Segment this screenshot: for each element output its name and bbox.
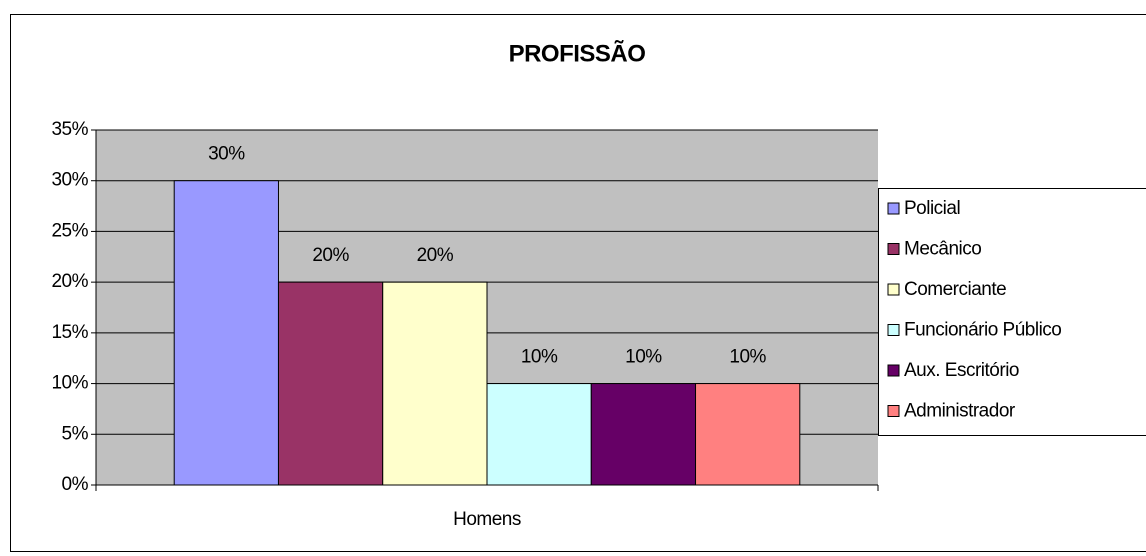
- bar: [173, 180, 279, 486]
- y-tick-label: 10%: [51, 373, 88, 394]
- data-label: 10%: [625, 347, 662, 368]
- y-tick-label: 35%: [51, 119, 88, 140]
- y-tick-label: 25%: [51, 220, 88, 241]
- data-label: 20%: [417, 245, 454, 266]
- legend-swatch: [887, 243, 900, 255]
- y-tick-label: 5%: [62, 423, 89, 444]
- y-tick-label: 30%: [51, 170, 88, 191]
- legend-label: Policial: [904, 198, 960, 219]
- legend-swatch: [887, 324, 900, 336]
- legend-swatch: [887, 364, 900, 377]
- legend-box: [878, 188, 1146, 436]
- legend-swatch: [887, 283, 900, 296]
- data-label: 10%: [521, 347, 558, 368]
- legend-swatch: [887, 202, 900, 215]
- y-tick-label: 20%: [51, 271, 88, 292]
- chart-title: PROFISSÃO: [509, 39, 646, 67]
- y-tick-label: 0%: [62, 474, 89, 495]
- bar: [486, 383, 592, 486]
- data-label: 10%: [729, 347, 766, 368]
- legend-label: Funcionário Público: [904, 320, 1061, 341]
- data-label: 30%: [208, 144, 245, 165]
- bar: [382, 281, 488, 486]
- legend-label: Mecânico: [904, 239, 981, 260]
- bar: [277, 281, 384, 486]
- legend-swatch: [887, 405, 900, 417]
- x-tick-label: Homens: [453, 509, 521, 530]
- bar: [695, 383, 801, 486]
- data-label: 20%: [312, 245, 349, 266]
- legend-label: Comerciante: [904, 279, 1006, 300]
- bar: [590, 383, 697, 486]
- legend-label: Administrador: [904, 401, 1016, 422]
- y-tick-label: 15%: [51, 322, 88, 343]
- legend-label: Aux. Escritório: [904, 360, 1019, 381]
